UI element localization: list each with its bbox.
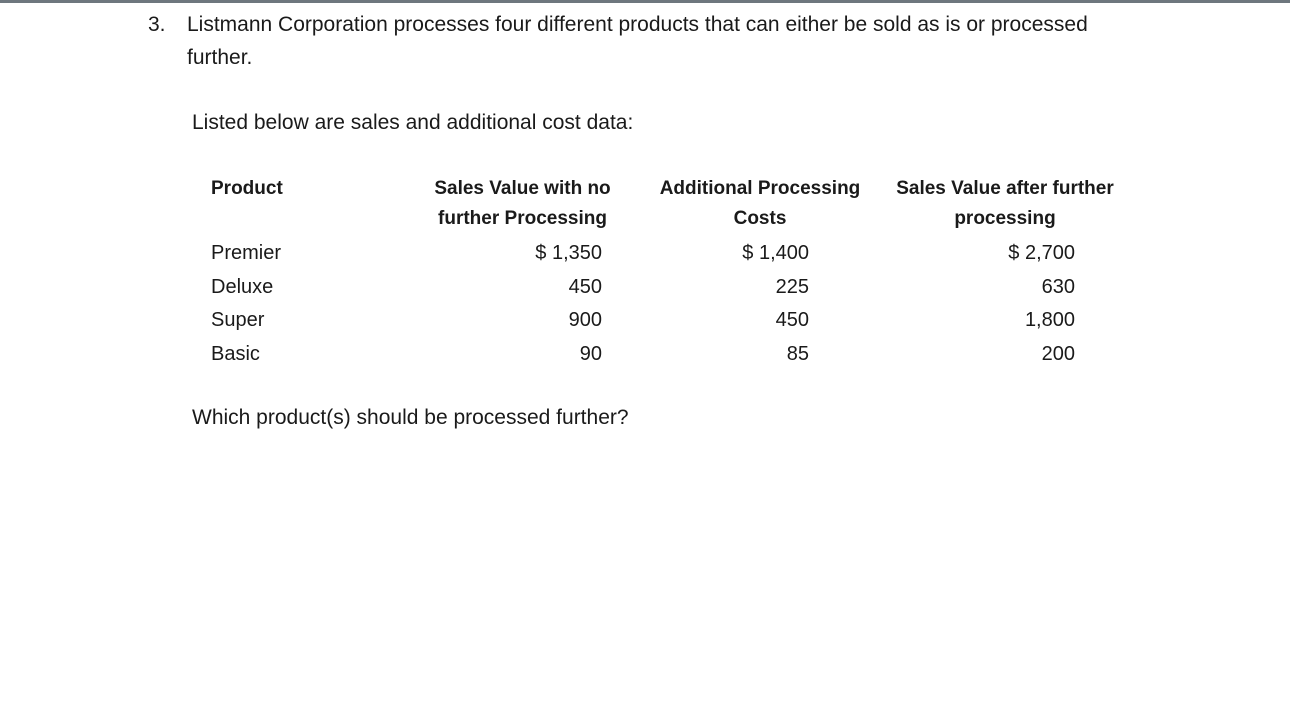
table-row: Deluxe 450 225 630: [0, 270, 1290, 304]
header-line: Sales Value with no: [434, 178, 611, 199]
header-line: Sales Value after further: [896, 178, 1114, 199]
cell-sales-no-processing: 900: [568, 309, 602, 331]
cell-sales-after-processing: 630: [1041, 276, 1075, 298]
header-sales-no-processing: Sales Value with no further Processing: [410, 174, 635, 234]
cell-additional-costs: 85: [786, 343, 809, 365]
cell-product: Deluxe: [211, 276, 274, 298]
table-row: Premier $ 1,350 $ 1,400 $ 2,700: [0, 236, 1290, 270]
cell-product: Super: [211, 309, 265, 331]
table-row: Basic 90 85 200: [0, 337, 1290, 371]
cell-sales-after-processing: 1,800: [1024, 309, 1075, 331]
question-text-line2: further.: [187, 46, 253, 69]
header-sales-after-processing: Sales Value after further processing: [880, 174, 1130, 234]
header-line: further Processing: [438, 208, 607, 229]
header-product: Product: [211, 178, 283, 199]
cell-additional-costs: $ 1,400: [742, 242, 809, 264]
cell-sales-no-processing: $ 1,350: [535, 242, 602, 264]
header-line: Costs: [733, 208, 787, 229]
cell-product: Premier: [211, 242, 282, 264]
header-line: processing: [954, 208, 1056, 229]
cell-additional-costs: 450: [775, 309, 809, 331]
cell-sales-no-processing: 90: [579, 343, 602, 365]
question-text-line1: Listmann Corporation processes four diff…: [187, 13, 1088, 36]
top-border: [0, 0, 1290, 3]
question-number: 3.: [148, 13, 166, 36]
intro-text: Listed below are sales and additional co…: [192, 111, 634, 134]
cell-sales-after-processing: 200: [1041, 343, 1075, 365]
closing-question: Which product(s) should be processed fur…: [192, 406, 629, 429]
cell-sales-no-processing: 450: [568, 276, 602, 298]
cell-additional-costs: 225: [775, 276, 809, 298]
header-additional-costs: Additional Processing Costs: [650, 174, 870, 234]
table-row: Super 900 450 1,800: [0, 303, 1290, 337]
cell-sales-after-processing: $ 2,700: [1008, 242, 1075, 264]
cell-product: Basic: [211, 343, 260, 365]
header-line: Additional Processing: [659, 178, 861, 199]
